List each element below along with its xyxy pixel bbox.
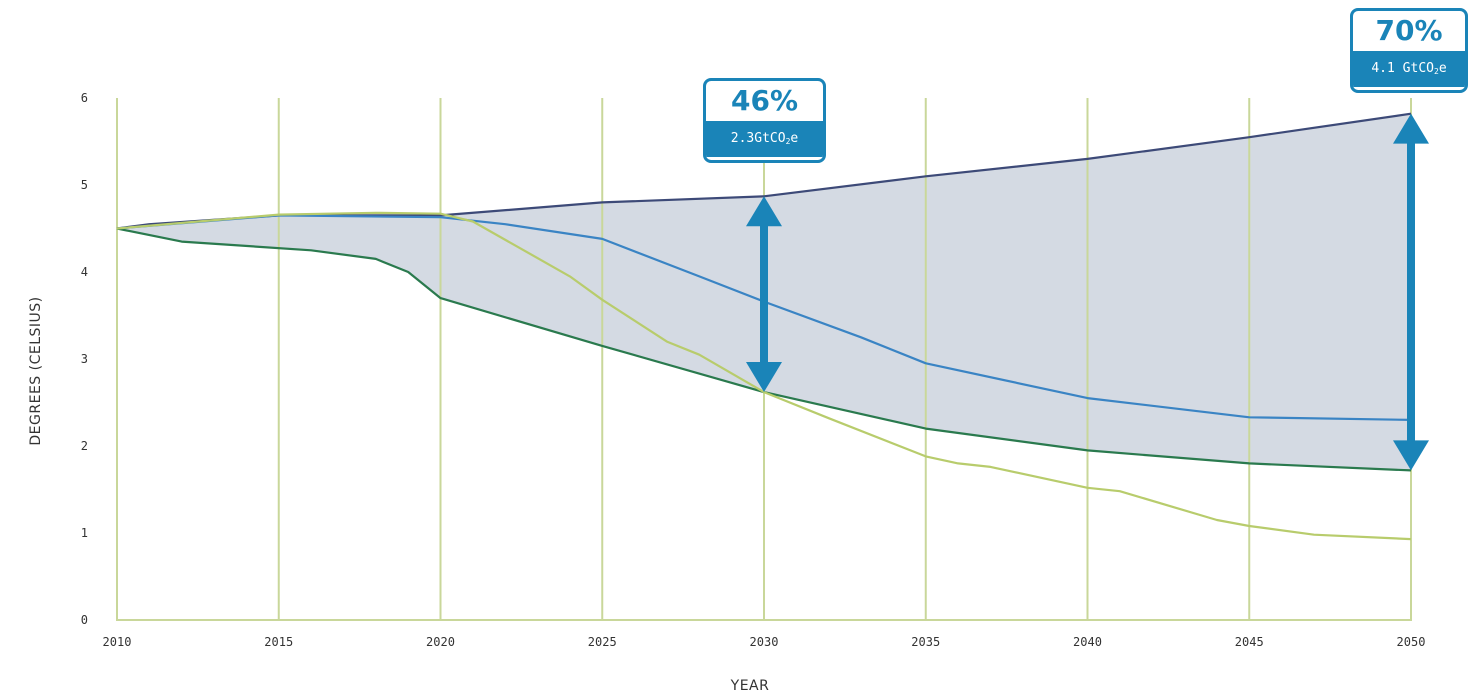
callout-2030-detail-subscript: 2: [785, 137, 791, 146]
y-tick-label: 2: [81, 439, 88, 453]
x-tick-label: 2010: [103, 635, 132, 649]
y-tick-label: 6: [81, 91, 88, 105]
arrow-shaft: [760, 225, 768, 364]
x-tick-label: 2020: [426, 635, 455, 649]
arrow-shaft: [1407, 142, 1415, 442]
x-tick-label: 2040: [1073, 635, 1102, 649]
callout-2050: 70% 4.1 GtCO2e: [1350, 8, 1468, 93]
callout-2030-percent: 46%: [730, 84, 799, 117]
callout-2030-detail-end: e: [790, 131, 799, 146]
callout-2030-detail: 2.3GtCO2e: [706, 121, 823, 157]
series-line-1: [116, 214, 1412, 421]
arrow-0: [746, 196, 782, 393]
arrows: [746, 113, 1429, 471]
axes: 2010 2015 2020 2025 2030 2035 2040 2045 2050 0 1 2 3…: [81, 91, 1426, 649]
series-lines: [116, 112, 1412, 541]
x-tick-label: 2035: [911, 635, 940, 649]
y-tick-label: 0: [81, 613, 88, 627]
x-tick-label: 2045: [1235, 635, 1264, 649]
x-tick-label: 2030: [750, 635, 779, 649]
callout-2050-detail-end: e: [1438, 61, 1447, 76]
x-tick-label: 2025: [588, 635, 617, 649]
callout-2050-detail-subscript: 2: [1433, 67, 1439, 76]
x-axis-label: YEAR: [730, 678, 770, 694]
x-tick-label: 2015: [264, 635, 293, 649]
arrow-head-up: [1393, 113, 1429, 144]
series-line-2: [116, 227, 1412, 472]
callout-2050-detail: 4.1 GtCO2e: [1353, 51, 1465, 87]
arrow-1: [1393, 113, 1429, 471]
x-tick-label: 2050: [1397, 635, 1426, 649]
y-tick-label: 3: [81, 352, 88, 366]
y-tick-label: 5: [81, 178, 88, 192]
y-axis-label: DEGREES (CELSIUS): [28, 296, 44, 445]
callout-2050-percent: 70%: [1375, 14, 1443, 47]
y-tick-label: 1: [81, 526, 88, 540]
callout-2030-detail-main: 2.3GtCO: [730, 131, 786, 146]
arrow-head-up: [746, 196, 782, 227]
callout-2030: 46% 2.3GtCO2e: [703, 78, 826, 163]
arrow-head-down: [746, 362, 782, 393]
y-tick-label: 4: [81, 265, 88, 279]
callout-2050-detail-main: 4.1 GtCO: [1371, 61, 1434, 76]
series-line-3: [116, 211, 1412, 541]
arrow-head-down: [1393, 440, 1429, 471]
